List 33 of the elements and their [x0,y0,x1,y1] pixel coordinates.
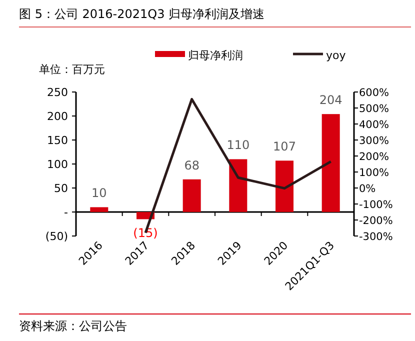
y-axis-title: 单位：百万元 [39,63,105,76]
y-tick-label: 250 [47,86,68,99]
legend-label: yoy [326,49,346,62]
bar [182,179,201,212]
y2-tick-label: 500% [359,103,390,115]
y2-tick-label: -100% [359,199,393,211]
y2-tick-label: 300% [359,135,390,147]
bar [229,159,248,212]
chart-title: 图 5：公司 2016-2021Q3 归母净利润及增速 [19,7,265,21]
data-label: 107 [273,140,296,154]
y-tick-label: 200 [47,110,68,123]
data-label: (15) [133,226,158,240]
y2-tick-label: 600% [359,87,390,99]
y-tick-label: 100 [47,158,68,171]
y2-tick-label: 200% [359,151,390,163]
y-tick-label: (50) [45,230,68,243]
y2-tick-label: -200% [359,215,393,227]
data-label: 68 [184,158,200,172]
y2-tick-label: -300% [359,231,393,243]
y2-tick-label: 0% [359,183,376,195]
bar [322,114,340,212]
y-tick-label: - [64,206,68,219]
bar [90,207,108,212]
bar [276,160,294,212]
legend-label: 归母净利润 [188,49,243,62]
y-tick-label: 150 [47,134,68,147]
text: 资料来源：公司公告 [19,319,127,333]
data-label: 110 [226,138,250,152]
y-tick-label: 50 [54,182,68,195]
y2-tick-label: 100% [359,167,390,179]
data-label: 10 [92,186,107,200]
data-label: 204 [319,93,342,108]
y2-tick-label: 400% [359,119,390,131]
